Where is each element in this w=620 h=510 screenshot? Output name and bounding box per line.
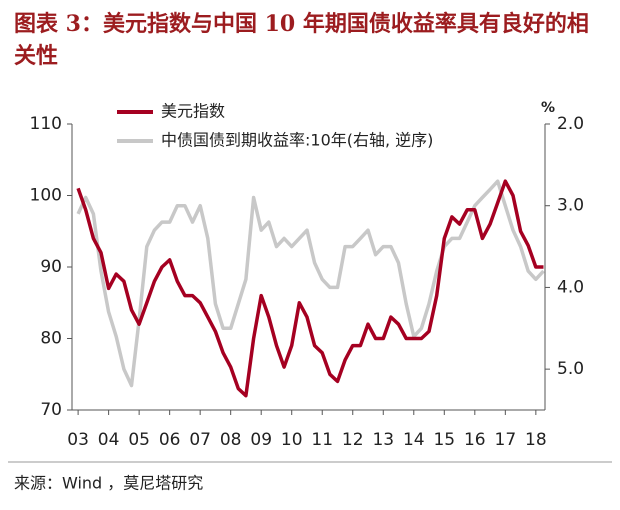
x-tick-label: 15 xyxy=(433,430,455,450)
legend-label: 美元指数 xyxy=(161,102,225,121)
y-tick-label: 110 xyxy=(30,114,62,134)
x-tick-label: 10 xyxy=(281,430,303,450)
x-tick-label: 03 xyxy=(67,430,89,450)
x-tick-label: 06 xyxy=(159,430,181,450)
source: 来源：Wind ，莫尼塔研究 xyxy=(14,474,203,493)
y-tick-label: 90 xyxy=(40,257,62,277)
y2-tick-label: 2.0 xyxy=(557,114,584,134)
y-tick-label: 70 xyxy=(40,400,62,420)
y2-tick-label: 5.0 xyxy=(557,359,584,379)
x-tick-label: 18 xyxy=(525,430,547,450)
x-tick-label: 12 xyxy=(342,430,364,450)
y-tick-label: 80 xyxy=(40,329,62,349)
y2-tick-label: 3.0 xyxy=(557,196,584,216)
x-tick-label: 04 xyxy=(98,430,120,450)
series-line xyxy=(76,179,544,398)
x-tick-label: 11 xyxy=(311,430,333,450)
x-tick-label: 05 xyxy=(128,430,150,450)
y-tick-label: 100 xyxy=(30,186,62,206)
chart-title: 图表 3：美元指数与中国 10 年期国债收益率具有良好的相关性 xyxy=(14,11,589,69)
x-tick-label: 13 xyxy=(372,430,394,450)
x-tick-label: 07 xyxy=(189,430,211,450)
y2-tick-label: 4.0 xyxy=(557,277,584,297)
x-tick-label: 16 xyxy=(464,430,486,450)
x-tick-label: 08 xyxy=(220,430,242,450)
x-tick-label: 09 xyxy=(250,430,272,450)
legend-label: 中债国债到期收益率:10年(右轴, 逆序) xyxy=(161,131,433,150)
x-tick-label: 14 xyxy=(403,430,425,450)
x-tick-label: 17 xyxy=(495,430,517,450)
series-line xyxy=(76,179,545,388)
y2-unit: % xyxy=(541,100,555,116)
